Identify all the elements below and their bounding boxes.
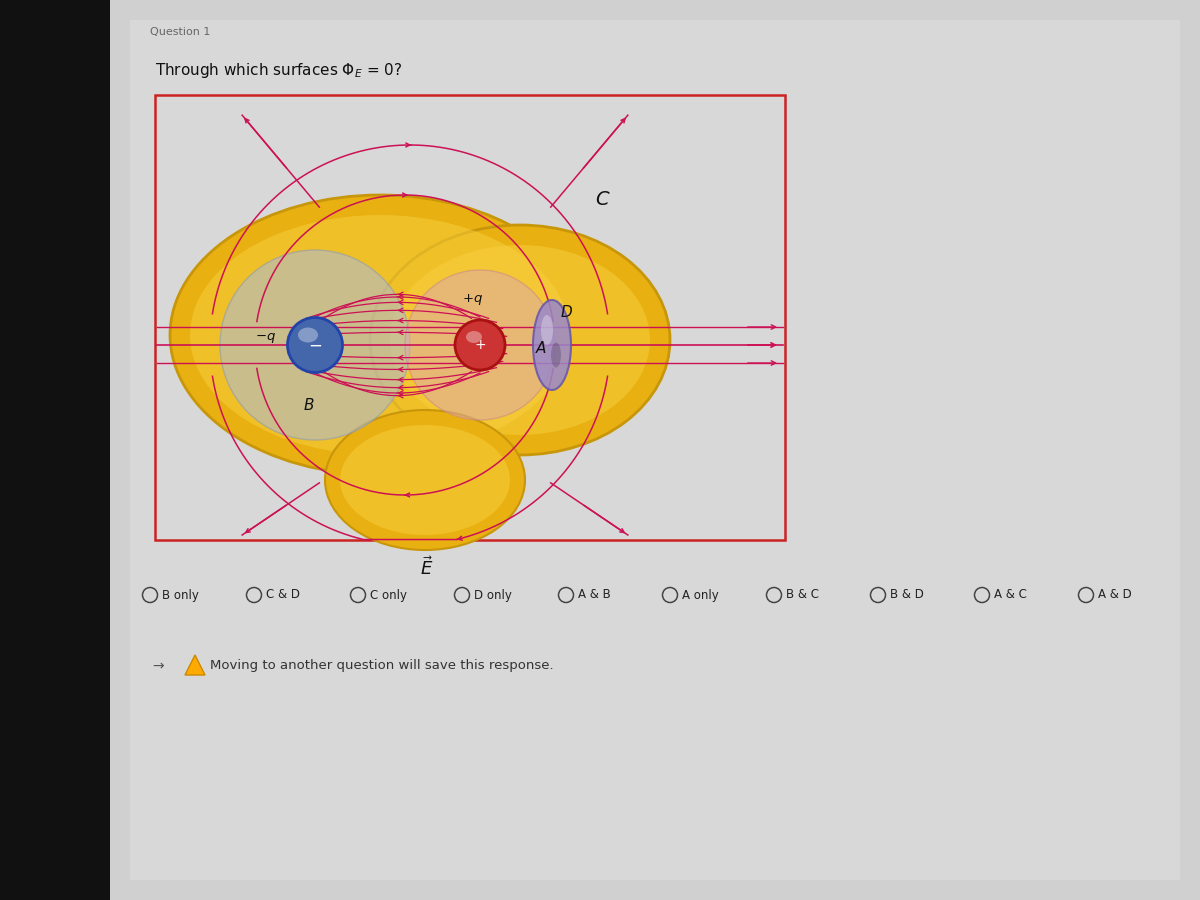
Ellipse shape [298, 328, 318, 343]
Bar [0, 0, 110, 900]
Text: $D$: $D$ [560, 304, 574, 320]
Ellipse shape [170, 195, 590, 475]
Ellipse shape [406, 270, 554, 420]
Text: C only: C only [370, 589, 407, 601]
Ellipse shape [220, 250, 410, 440]
Text: $+$: $+$ [474, 338, 486, 352]
Bar [130, 20, 1180, 880]
Ellipse shape [190, 215, 570, 455]
Text: B only: B only [162, 589, 199, 601]
Text: $\vec{E}$: $\vec{E}$ [420, 556, 433, 579]
Polygon shape [185, 655, 205, 675]
Text: Through which surfaces $\Phi_E$ = 0?: Through which surfaces $\Phi_E$ = 0? [155, 61, 402, 80]
Text: Moving to another question will save this response.: Moving to another question will save thi… [210, 659, 553, 671]
Text: $B$: $B$ [302, 397, 314, 413]
Text: $-$: $-$ [308, 336, 322, 354]
Text: Question 1: Question 1 [150, 27, 210, 37]
Text: A & C: A & C [994, 589, 1027, 601]
Text: B & C: B & C [786, 589, 818, 601]
Ellipse shape [455, 320, 505, 370]
Ellipse shape [370, 225, 670, 455]
Ellipse shape [541, 315, 553, 345]
Text: $C$: $C$ [595, 190, 611, 209]
Text: D only: D only [474, 589, 512, 601]
Bar [155, 95, 785, 540]
Text: $\rightarrow$: $\rightarrow$ [150, 658, 166, 672]
Ellipse shape [533, 300, 571, 390]
Ellipse shape [551, 343, 562, 367]
Text: A only: A only [682, 589, 719, 601]
Text: A & D: A & D [1098, 589, 1132, 601]
Ellipse shape [390, 245, 650, 435]
Ellipse shape [466, 331, 482, 343]
Text: A & B: A & B [578, 589, 611, 601]
Text: B & D: B & D [890, 589, 924, 601]
Ellipse shape [340, 425, 510, 535]
Ellipse shape [288, 318, 342, 373]
Text: $-q$: $-q$ [254, 331, 276, 345]
Text: $A$: $A$ [535, 340, 547, 356]
Text: C & D: C & D [266, 589, 300, 601]
Text: $+q$: $+q$ [462, 292, 484, 307]
Ellipse shape [325, 410, 526, 550]
